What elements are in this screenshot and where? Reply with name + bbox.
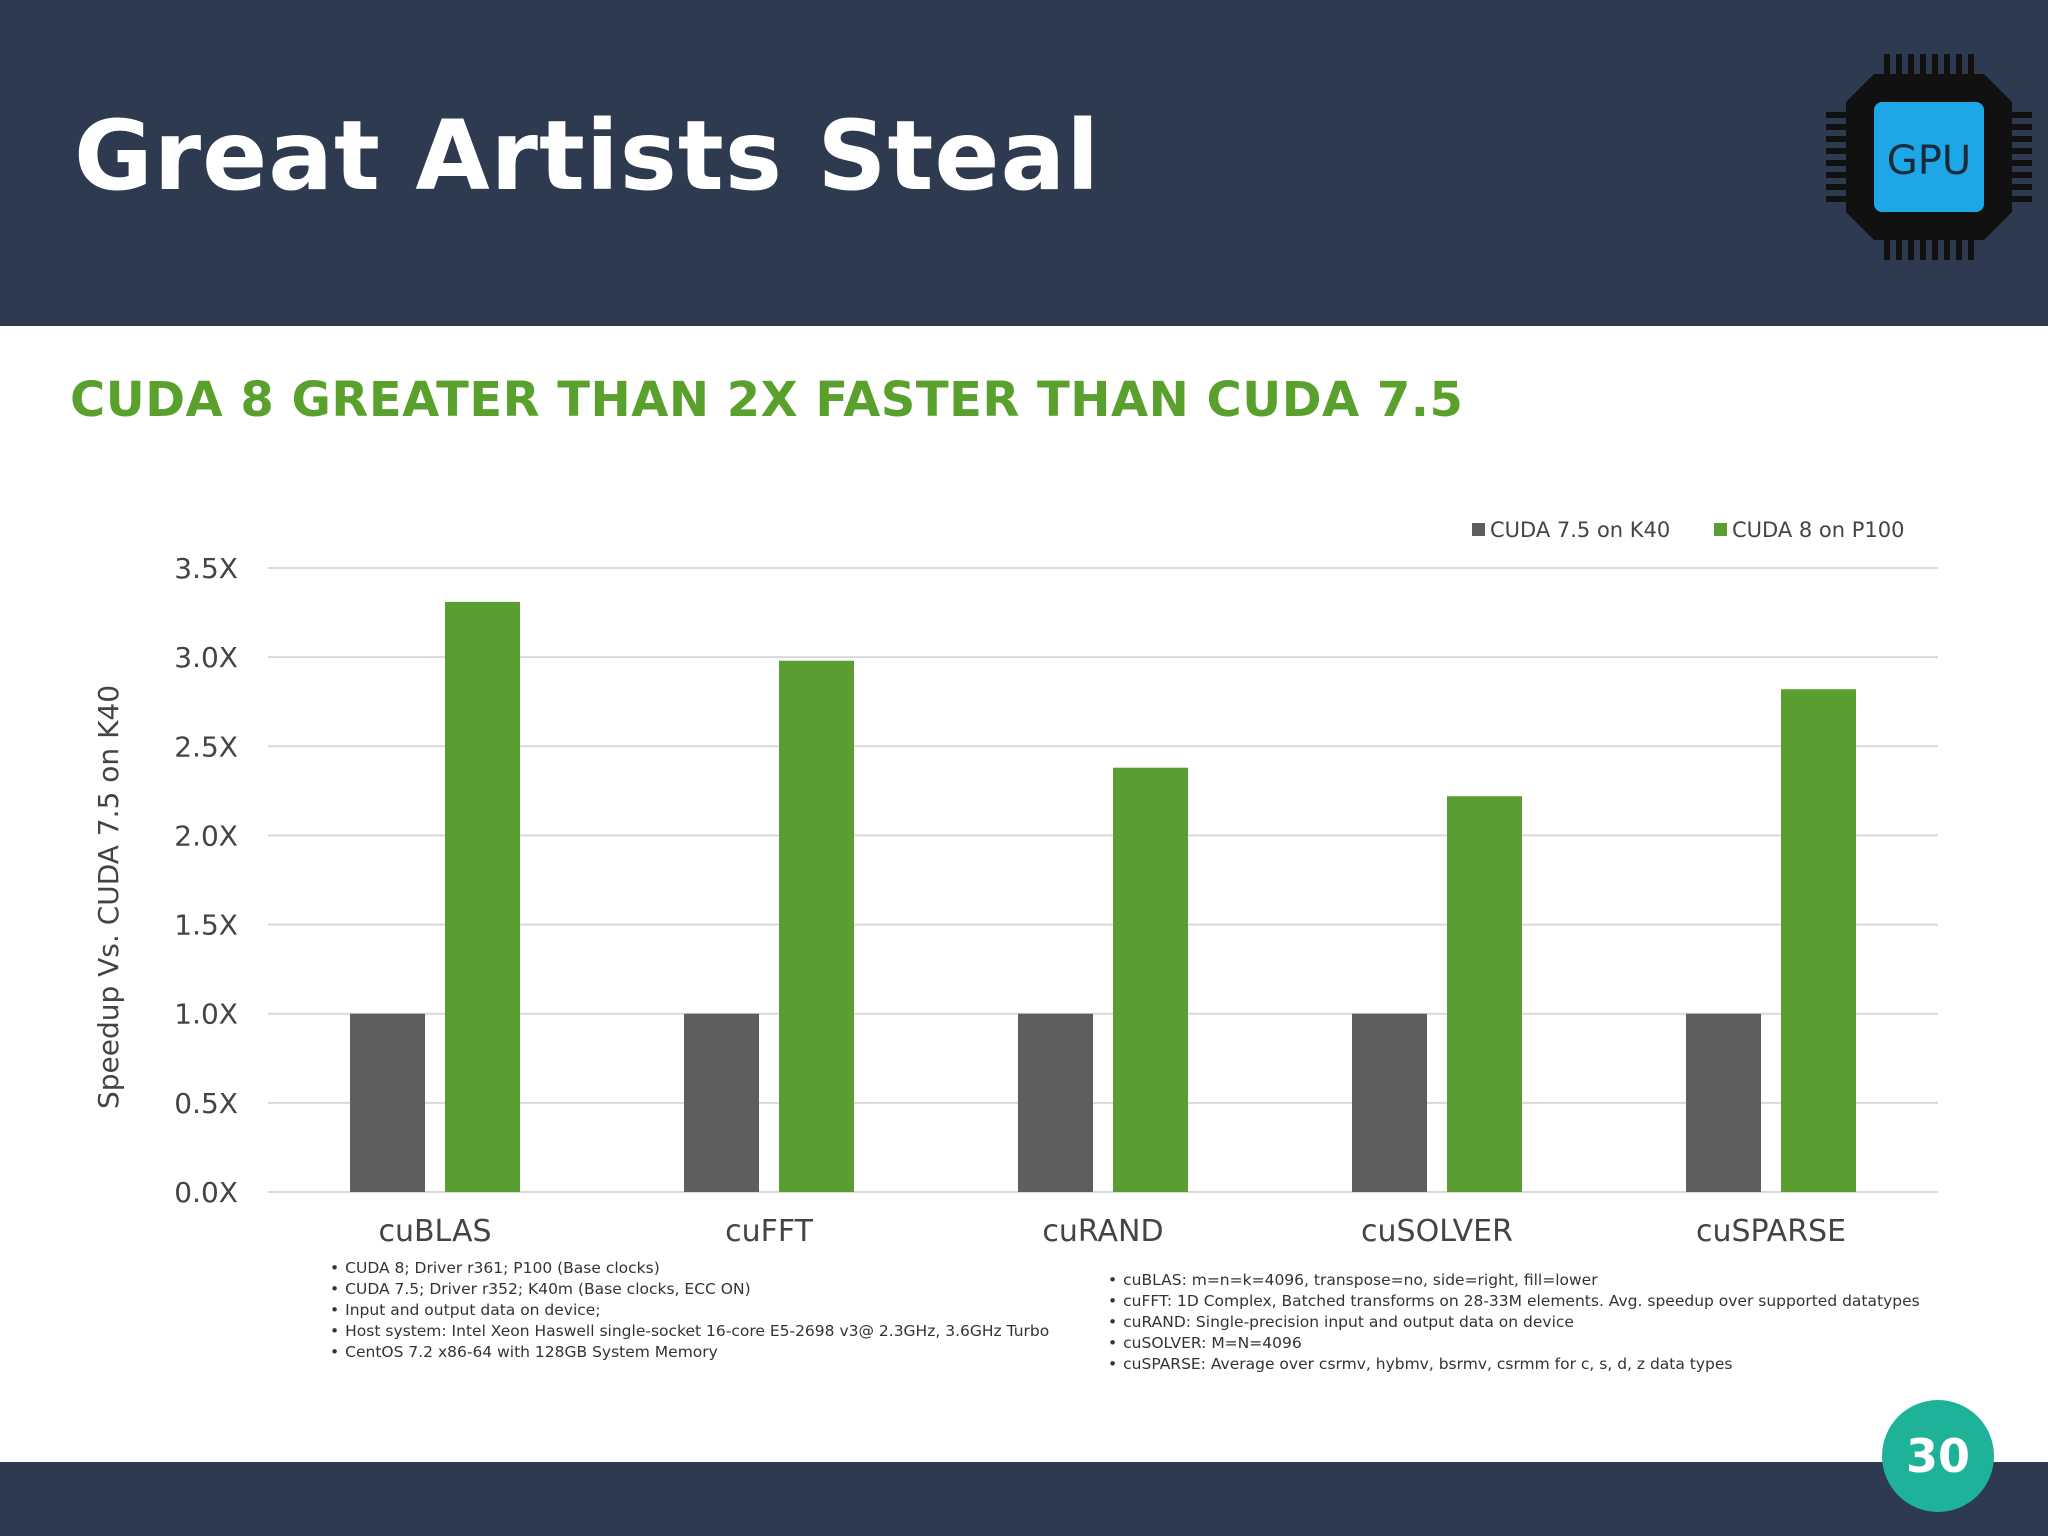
y-tick-label: 1.5X [174,909,238,942]
y-tick-label: 3.5X [174,552,238,585]
footnote: CUDA 8; Driver r361; P100 (Base clocks) [330,1258,1049,1279]
x-tick-label: cuRAND [1042,1214,1163,1249]
y-tick-label: 0.0X [174,1176,238,1209]
bar [1447,796,1522,1192]
gridlines [268,567,1938,1193]
bar [1352,1013,1427,1192]
legend-swatch [1714,523,1727,536]
x-tick-label: cuSOLVER [1361,1214,1513,1249]
footnote: cuSOLVER: M=N=4096 [1108,1333,1920,1354]
page-number-badge: 30 [1882,1400,1994,1512]
y-tick-label: 3.0X [174,641,238,674]
bar [1686,1013,1761,1192]
x-tick-label: cuSPARSE [1696,1214,1846,1249]
bar [1113,767,1188,1192]
footnotes-left: CUDA 8; Driver r361; P100 (Base clocks) … [330,1258,1049,1363]
bar [684,1013,759,1192]
y-tick-label: 2.5X [174,730,238,763]
gpu-chip-icon: GPU [1826,54,2032,260]
legend: CUDA 7.5 on K40 CUDA 8 on P100 [1472,518,1905,542]
bar [445,601,520,1192]
slide-title: Great Artists Steal [74,100,1101,212]
footnotes-right: cuBLAS: m=n=k=4096, transpose=no, side=r… [1108,1270,1920,1375]
bar [1781,689,1856,1192]
x-tick-labels: cuBLAS cuFFT cuRAND cuSOLVER cuSPARSE [378,1214,1846,1249]
bars [350,601,1856,1192]
footnote: cuSPARSE: Average over csrmv, hybmv, bsr… [1108,1354,1920,1375]
logo-text: GPU [1887,138,1971,184]
y-tick-labels: 0.0X 0.5X 1.0X 1.5X 2.0X 2.5X 3.0X 3.5X [174,552,238,1209]
slide-footer [0,1462,2048,1536]
footnote: cuRAND: Single-precision input and outpu… [1108,1312,1920,1333]
y-tick-label: 0.5X [174,1087,238,1120]
bar [779,660,854,1192]
legend-label: CUDA 7.5 on K40 [1490,518,1670,542]
footnote: Host system: Intel Xeon Haswell single-s… [330,1321,1049,1342]
y-tick-label: 1.0X [174,998,238,1031]
legend-swatch [1472,523,1485,536]
footnote: cuBLAS: m=n=k=4096, transpose=no, side=r… [1108,1270,1920,1291]
footnote: CUDA 7.5; Driver r352; K40m (Base clocks… [330,1279,1049,1300]
footnote: CentOS 7.2 x86-64 with 128GB System Memo… [330,1342,1049,1363]
footnote: Input and output data on device; [330,1300,1049,1321]
slide-header: Great Artists Steal GPU [0,0,2048,326]
x-tick-label: cuBLAS [378,1214,491,1249]
legend-label: CUDA 8 on P100 [1732,518,1905,542]
footnote: cuFFT: 1D Complex, Batched transforms on… [1108,1291,1920,1312]
bar [1018,1013,1093,1192]
x-tick-label: cuFFT [725,1214,813,1249]
y-tick-label: 2.0X [174,819,238,852]
y-axis-label: Speedup Vs. CUDA 7.5 on K40 [92,685,125,1109]
chart-title: CUDA 8 GREATER THAN 2X FASTER THAN CUDA … [70,372,1464,428]
bar [350,1013,425,1192]
